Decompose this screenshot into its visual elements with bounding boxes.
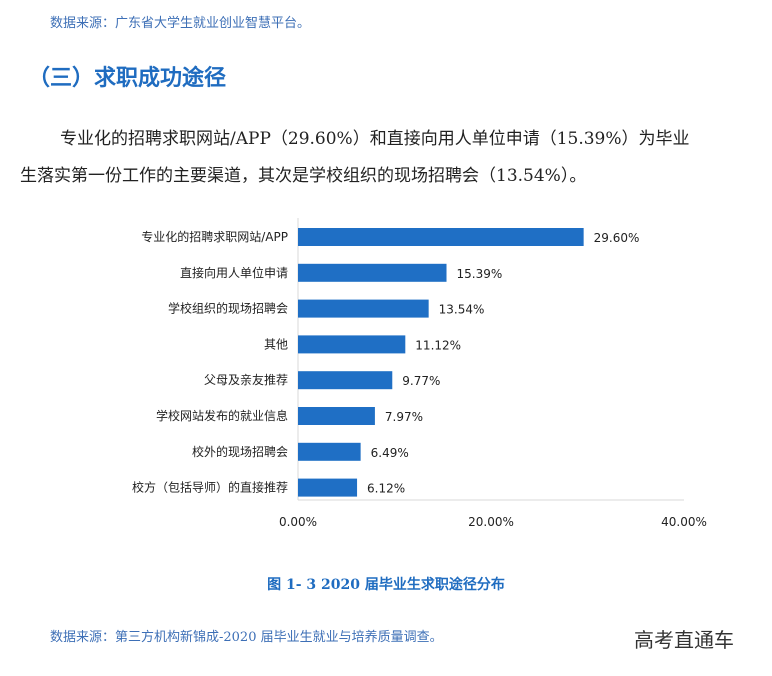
section-heading: （三）求职成功途径 bbox=[28, 66, 227, 91]
bar bbox=[298, 335, 406, 354]
bar bbox=[298, 371, 393, 390]
bar bbox=[298, 228, 584, 246]
category-label: 学校组织的现场招聘会 bbox=[168, 301, 288, 316]
x-tick-label: 0.00% bbox=[279, 515, 317, 529]
paragraph-line-2: 生落实第一份工作的主要渠道，其次是学校组织的现场招聘会（13.54%）。 bbox=[20, 166, 587, 186]
category-label: 校外的现场招聘会 bbox=[192, 444, 288, 459]
data-label: 6.49% bbox=[371, 446, 409, 460]
paragraph-line-1: 专业化的招聘求职网站/APP（29.60%）和直接向用人单位申请（15.39%）… bbox=[60, 129, 690, 149]
data-label: 7.97% bbox=[385, 410, 423, 424]
bar-chart: 专业化的招聘求职网站/APP 29.60% 直接向用人单位申请 15.39% 学校组织的… bbox=[132, 218, 707, 529]
category-label: 直接向用人单位申请 bbox=[180, 265, 288, 280]
bar bbox=[298, 407, 375, 425]
figure-caption: 图 1- 3 2020 届毕业生求职途径分布 bbox=[267, 577, 505, 593]
data-label: 13.54% bbox=[439, 303, 485, 317]
data-label: 9.77% bbox=[402, 374, 440, 388]
source-note-bottom: 数据来源：第三方机构新锦成-2020 届毕业生就业与培养质量调查。 bbox=[50, 630, 443, 645]
x-tick-label: 40.00% bbox=[661, 515, 707, 529]
category-label: 父母及亲友推荐 bbox=[204, 373, 288, 387]
watermark: 高考直通车 bbox=[634, 628, 734, 652]
data-label: 11.12% bbox=[415, 338, 461, 352]
bar bbox=[298, 263, 447, 282]
category-label: 其他 bbox=[264, 337, 288, 351]
source-note-top: 数据来源：广东省大学生就业创业智慧平台。 bbox=[50, 16, 311, 31]
data-label: 6.12% bbox=[367, 482, 405, 496]
category-label: 专业化的招聘求职网站/APP bbox=[141, 229, 288, 244]
x-tick-label: 20.00% bbox=[468, 515, 514, 529]
category-label: 学校网站发布的就业信息 bbox=[156, 408, 288, 423]
bar bbox=[298, 299, 429, 318]
data-label: 15.39% bbox=[457, 267, 503, 281]
bar bbox=[298, 478, 358, 497]
category-label: 校方（包括导师）的直接推荐 bbox=[132, 480, 288, 495]
data-label: 29.60% bbox=[594, 231, 640, 245]
bar bbox=[298, 442, 361, 461]
